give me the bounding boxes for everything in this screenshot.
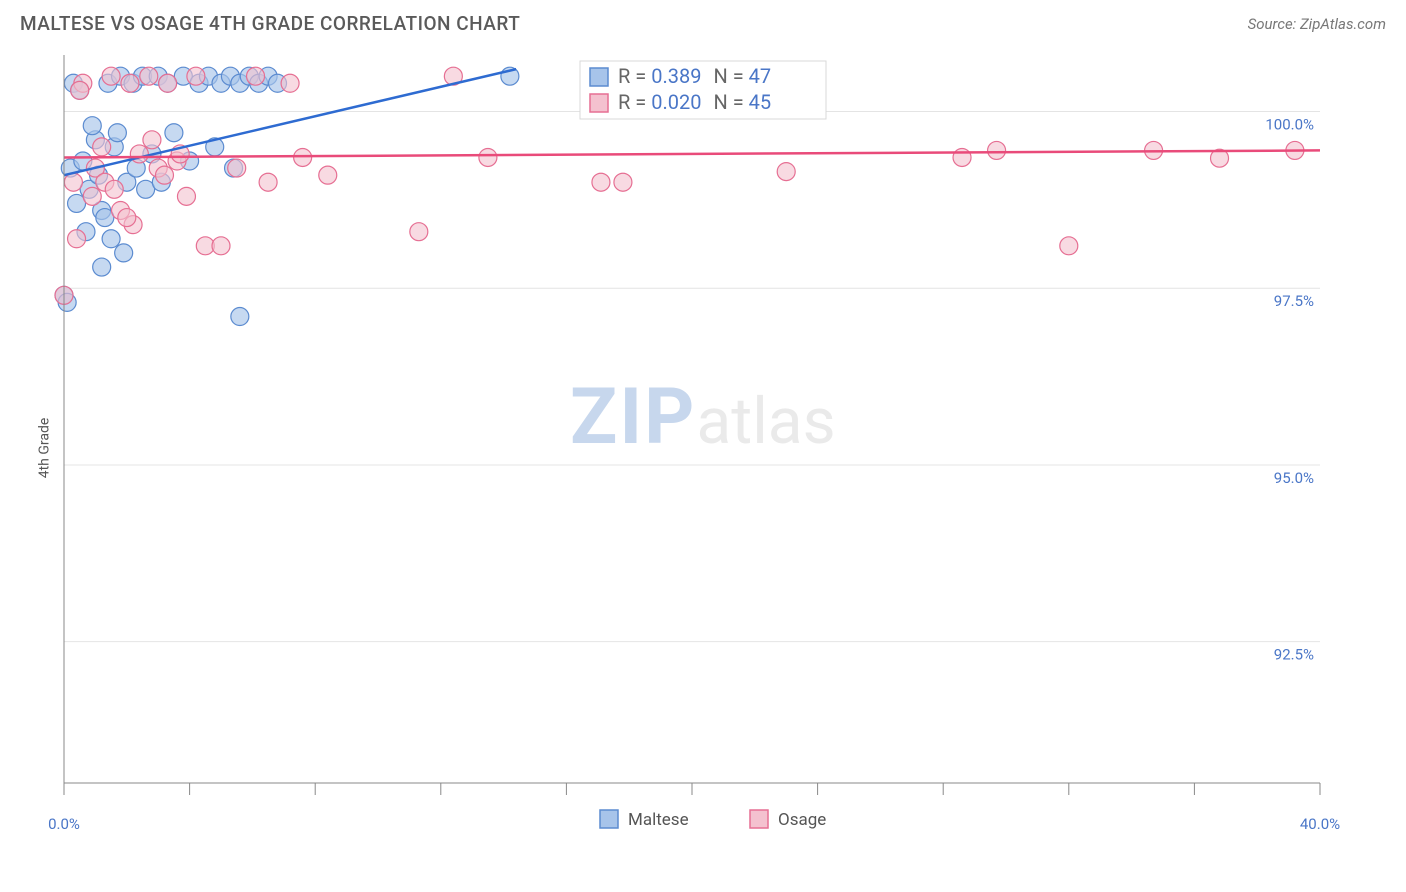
y-tick-label: 95.0% [1274, 469, 1314, 487]
x-tick-label: 0.0% [48, 815, 80, 833]
stats-row: R = 0.020N = 45 [618, 90, 771, 114]
scatter-point [177, 187, 195, 205]
scatter-point [118, 209, 136, 227]
scatter-point [592, 173, 610, 191]
stats-box [580, 61, 826, 119]
y-tick-label: 100.0% [1265, 116, 1314, 134]
legend-label: Osage [778, 810, 826, 830]
scatter-point [71, 81, 89, 99]
scatter-point [1060, 237, 1078, 255]
x-tick-label: 40.0% [1300, 815, 1340, 833]
scatter-point [68, 230, 86, 248]
scatter-point [319, 166, 337, 184]
legend-swatch [750, 810, 768, 828]
scatter-point [159, 74, 177, 92]
scatter-point [281, 74, 299, 92]
stats-swatch [590, 94, 608, 112]
scatter-point [614, 173, 632, 191]
scatter-point [410, 223, 428, 241]
chart-title: MALTESE VS OSAGE 4TH GRADE CORRELATION C… [20, 12, 520, 35]
scatter-point [155, 166, 173, 184]
scatter-point [479, 148, 497, 166]
scatter-point [165, 124, 183, 142]
scatter-point [102, 230, 120, 248]
scatter-point [83, 117, 101, 135]
scatter-point [212, 237, 230, 255]
scatter-point [988, 141, 1006, 159]
scatter-point [247, 67, 265, 85]
watermark: ZIPatlas [570, 372, 836, 463]
scatter-point [105, 180, 123, 198]
y-tick-label: 92.5% [1274, 646, 1314, 664]
scatter-point [143, 131, 161, 149]
scatter-point [777, 163, 795, 181]
scatter-point [294, 148, 312, 166]
scatter-point [259, 173, 277, 191]
y-axis-label: 4th Grade [36, 418, 52, 479]
scatter-point [228, 159, 246, 177]
scatter-point [130, 145, 148, 163]
scatter-point [108, 124, 126, 142]
scatter-point [115, 244, 133, 262]
source-label: Source: ZipAtlas.com [1248, 15, 1386, 33]
legend-label: Maltese [628, 810, 689, 830]
correlation-scatter-chart: 100.0% 97.5% 95.0% 92.5% ZIPatlas 0.0% 40.0% R … [20, 43, 1386, 853]
scatter-point [93, 258, 111, 276]
scatter-point [121, 74, 139, 92]
scatter-point [64, 173, 82, 191]
scatter-point [83, 187, 101, 205]
scatter-point [102, 67, 120, 85]
legend-swatch [600, 810, 618, 828]
stats-swatch [590, 68, 608, 86]
stats-row: R = 0.389N = 47 [618, 64, 771, 88]
trend-line [64, 150, 1320, 157]
scatter-point [93, 138, 111, 156]
y-tick-label: 97.5% [1274, 292, 1314, 310]
scatter-point [140, 67, 158, 85]
scatter-point [187, 67, 205, 85]
scatter-point [231, 308, 249, 326]
